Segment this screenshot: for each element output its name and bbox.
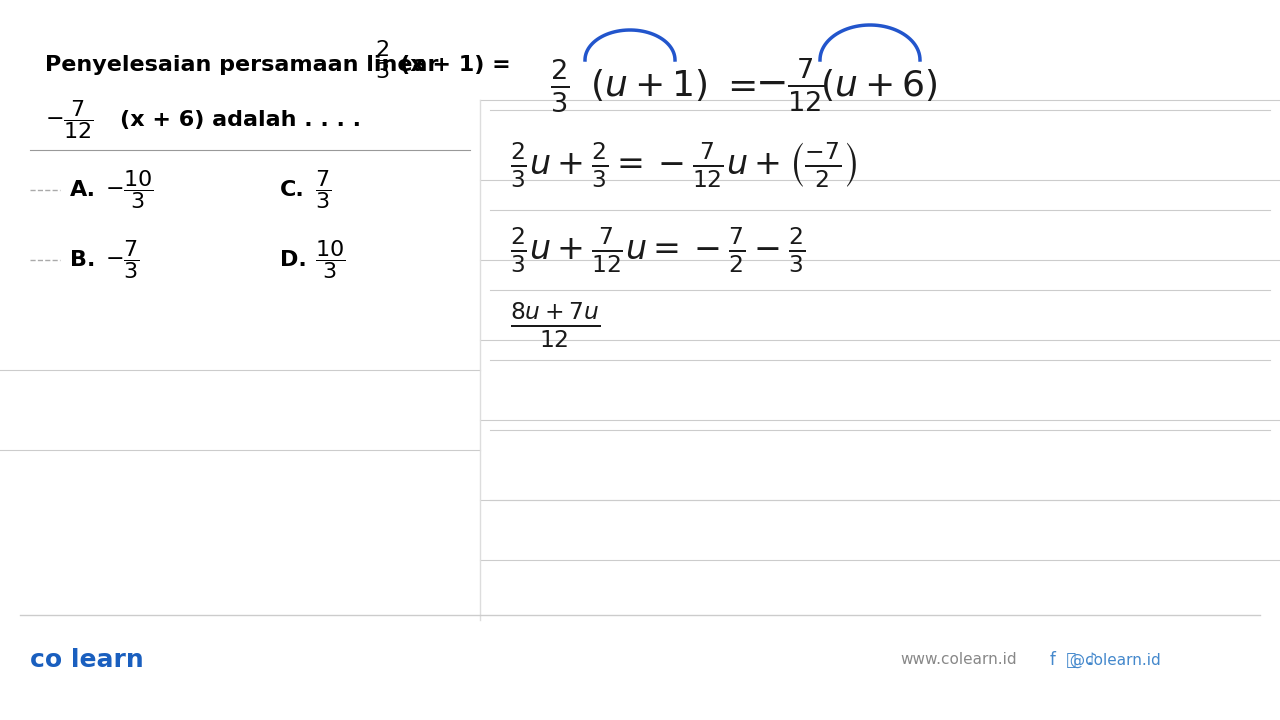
Text: $(u+6)$: $(u+6)$	[820, 67, 937, 103]
Text: (x + 1) =: (x + 1) =	[399, 55, 511, 75]
Text: www.colearn.id: www.colearn.id	[900, 652, 1016, 667]
Bar	[480, 100, 1280, 620]
Text: f  ⓘ  ♪: f ⓘ ♪	[1050, 651, 1097, 669]
Text: C.: C.	[280, 180, 305, 200]
Text: $\frac{8u + 7u}{12}$: $\frac{8u + 7u}{12}$	[509, 300, 600, 350]
Bar	[0, 100, 480, 620]
Text: (x + 6) adalah . . . .: (x + 6) adalah . . . .	[120, 110, 361, 130]
Text: $\dfrac{2}{3}$: $\dfrac{2}{3}$	[375, 39, 392, 81]
Text: $-\dfrac{7}{3}$: $-\dfrac{7}{3}$	[105, 238, 140, 282]
Text: @colearn.id: @colearn.id	[1060, 652, 1161, 667]
Text: co learn: co learn	[29, 648, 143, 672]
Text: $\frac{2}{3}u + \frac{2}{3} = -\frac{7}{12}u + \left(\frac{-7}{2}\right)$: $\frac{2}{3}u + \frac{2}{3} = -\frac{7}{…	[509, 140, 858, 189]
Text: $-\frac{7}{12}$: $-\frac{7}{12}$	[755, 56, 824, 114]
Text: $-\dfrac{10}{3}$: $-\dfrac{10}{3}$	[105, 168, 154, 212]
Text: $\dfrac{7}{3}$: $\dfrac{7}{3}$	[315, 168, 332, 212]
Text: B.: B.	[70, 250, 96, 270]
Text: A.: A.	[70, 180, 96, 200]
Text: $\frac{2}{3}$: $\frac{2}{3}$	[550, 56, 570, 114]
Text: $=$: $=$	[719, 68, 755, 102]
Text: D.: D.	[280, 250, 307, 270]
Text: Penyelesaian persamaan linear: Penyelesaian persamaan linear	[45, 55, 439, 75]
Text: $\frac{2}{3}u + \frac{7}{12}u = -\frac{7}{2} - \frac{2}{3}$: $\frac{2}{3}u + \frac{7}{12}u = -\frac{7…	[509, 225, 805, 275]
Text: $(u+1)$: $(u+1)$	[590, 67, 708, 103]
Text: $\dfrac{10}{3}$: $\dfrac{10}{3}$	[315, 238, 346, 282]
Text: $-\dfrac{7}{12}$: $-\dfrac{7}{12}$	[45, 99, 93, 141]
